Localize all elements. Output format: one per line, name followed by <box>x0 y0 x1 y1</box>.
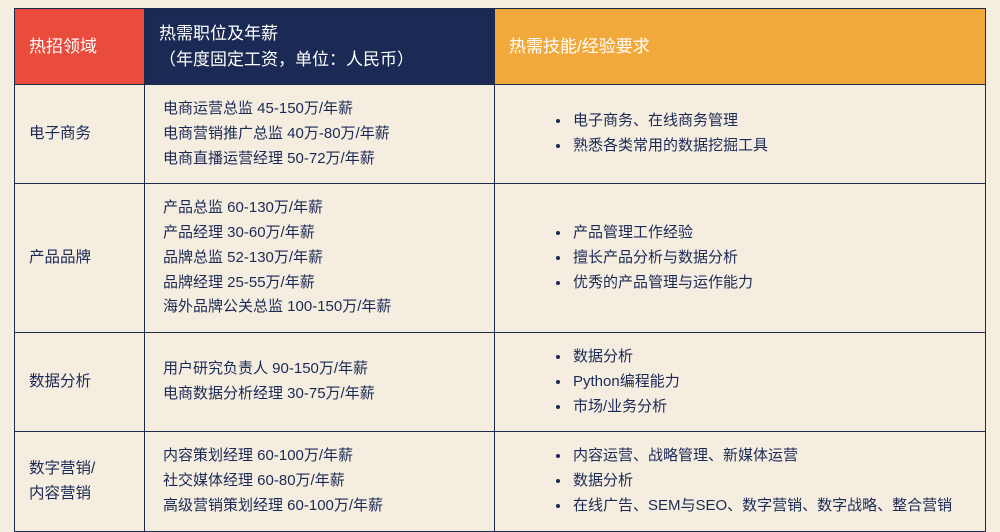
domain-text-line1: 数字营销/ <box>29 456 130 482</box>
position-line: 电商营销推广总监 40万-80万/年薪 <box>163 122 480 147</box>
positions-cell: 内容策划经理 60-100万/年薪 社交媒体经理 60-80万/年薪 高级营销策… <box>145 432 495 531</box>
skill-item: 数据分析 <box>571 469 971 494</box>
skill-item: 产品管理工作经验 <box>571 221 971 246</box>
position-line: 高级营销策划经理 60-100万/年薪 <box>163 494 480 519</box>
skill-item: 熟悉各类常用的数据挖掘工具 <box>571 134 971 159</box>
position-line: 产品总监 60-130万/年薪 <box>163 196 480 221</box>
table-row: 数据分析 用户研究负责人 90-150万/年薪 电商数据分析经理 30-75万/… <box>15 333 986 432</box>
position-line: 海外品牌公关总监 100-150万/年薪 <box>163 295 480 320</box>
skill-item: 市场/业务分析 <box>571 395 971 420</box>
skill-item: Python编程能力 <box>571 370 971 395</box>
domain-cell: 数字营销/ 内容营销 <box>15 432 145 531</box>
position-line: 品牌总监 52-130万/年薪 <box>163 246 480 271</box>
table-row: 电子商务 电商运营总监 45-150万/年薪 电商营销推广总监 40万-80万/… <box>15 85 986 184</box>
position-line: 品牌经理 25-55万/年薪 <box>163 271 480 296</box>
header-positions: 热需职位及年薪 （年度固定工资，单位：人民币） <box>145 9 495 85</box>
skill-item: 内容运营、战略管理、新媒体运营 <box>571 444 971 469</box>
header-positions-label-line1: 热需职位及年薪 <box>159 21 480 47</box>
table-row: 数字营销/ 内容营销 内容策划经理 60-100万/年薪 社交媒体经理 60-8… <box>15 432 986 531</box>
domain-cell: 电子商务 <box>15 85 145 184</box>
skills-cell: 数据分析 Python编程能力 市场/业务分析 <box>495 333 986 432</box>
domain-text-line2: 内容营销 <box>29 481 130 507</box>
table-body: 电子商务 电商运营总监 45-150万/年薪 电商营销推广总监 40万-80万/… <box>15 85 986 532</box>
skill-item: 优秀的产品管理与运作能力 <box>571 271 971 296</box>
position-line: 电商数据分析经理 30-75万/年薪 <box>163 382 480 407</box>
position-line: 电商直播运营经理 50-72万/年薪 <box>163 147 480 172</box>
domain-text: 数据分析 <box>29 373 91 390</box>
skills-cell: 内容运营、战略管理、新媒体运营 数据分析 在线广告、SEM与SEO、数字营销、数… <box>495 432 986 531</box>
header-positions-label-line2: （年度固定工资，单位：人民币） <box>159 47 480 73</box>
salary-table: 热招领域 热需职位及年薪 （年度固定工资，单位：人民币） 热需技能/经验要求 电… <box>14 8 986 532</box>
skill-item: 擅长产品分析与数据分析 <box>571 246 971 271</box>
header-domain: 热招领域 <box>15 9 145 85</box>
position-line: 电商运营总监 45-150万/年薪 <box>163 97 480 122</box>
position-line: 用户研究负责人 90-150万/年薪 <box>163 357 480 382</box>
position-line: 产品经理 30-60万/年薪 <box>163 221 480 246</box>
position-line: 内容策划经理 60-100万/年薪 <box>163 444 480 469</box>
position-line: 社交媒体经理 60-80万/年薪 <box>163 469 480 494</box>
header-row: 热招领域 热需职位及年薪 （年度固定工资，单位：人民币） 热需技能/经验要求 <box>15 9 986 85</box>
skill-item: 数据分析 <box>571 345 971 370</box>
positions-cell: 用户研究负责人 90-150万/年薪 电商数据分析经理 30-75万/年薪 <box>145 333 495 432</box>
domain-cell: 数据分析 <box>15 333 145 432</box>
skill-item: 在线广告、SEM与SEO、数字营销、数字战略、整合营销 <box>571 494 971 519</box>
header-domain-label: 热招领域 <box>29 37 97 56</box>
skills-list: 数据分析 Python编程能力 市场/业务分析 <box>513 345 971 419</box>
header-skills-label: 热需技能/经验要求 <box>509 37 650 56</box>
skills-list: 产品管理工作经验 擅长产品分析与数据分析 优秀的产品管理与运作能力 <box>513 221 971 295</box>
positions-cell: 产品总监 60-130万/年薪 产品经理 30-60万/年薪 品牌总监 52-1… <box>145 184 495 333</box>
positions-cell: 电商运营总监 45-150万/年薪 电商营销推广总监 40万-80万/年薪 电商… <box>145 85 495 184</box>
domain-cell: 产品品牌 <box>15 184 145 333</box>
skills-list: 内容运营、战略管理、新媒体运营 数据分析 在线广告、SEM与SEO、数字营销、数… <box>513 444 971 518</box>
skills-cell: 产品管理工作经验 擅长产品分析与数据分析 优秀的产品管理与运作能力 <box>495 184 986 333</box>
skills-list: 电子商务、在线商务管理 熟悉各类常用的数据挖掘工具 <box>513 109 971 159</box>
domain-text: 电子商务 <box>29 125 91 142</box>
domain-text: 产品品牌 <box>29 249 91 266</box>
skills-cell: 电子商务、在线商务管理 熟悉各类常用的数据挖掘工具 <box>495 85 986 184</box>
table-row: 产品品牌 产品总监 60-130万/年薪 产品经理 30-60万/年薪 品牌总监… <box>15 184 986 333</box>
skill-item: 电子商务、在线商务管理 <box>571 109 971 134</box>
header-skills: 热需技能/经验要求 <box>495 9 986 85</box>
